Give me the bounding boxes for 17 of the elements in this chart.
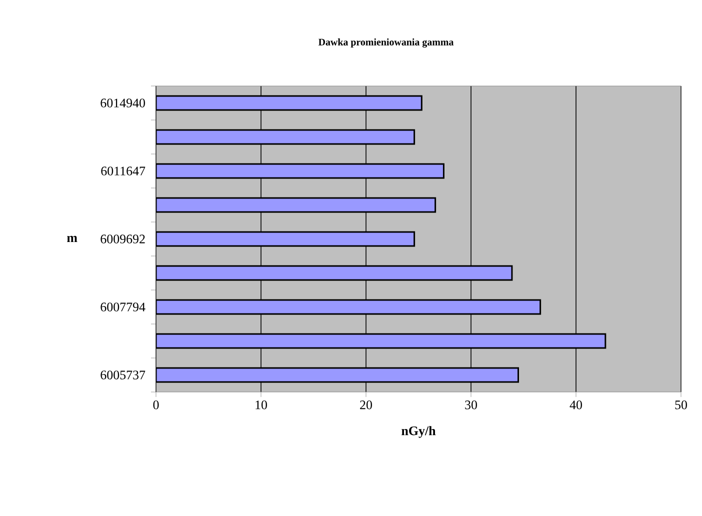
y-tick-label: 6011647	[101, 166, 146, 176]
x-tick-label: 40	[570, 400, 582, 410]
x-tick-label: 50	[675, 400, 687, 410]
bar	[156, 129, 416, 145]
y-tick-label: 6009692	[100, 234, 145, 244]
bar	[156, 95, 422, 111]
chart-title: Dawka promieniowania gamma	[318, 38, 454, 48]
x-tick-label: 10	[256, 400, 267, 410]
x-tick-label: 30	[465, 400, 477, 410]
x-tick-label: 0	[153, 400, 159, 410]
x-axis-title: nGy/h	[402, 426, 436, 438]
y-axis-title: m	[67, 236, 78, 242]
y-tick-label: 6005737	[100, 370, 146, 380]
x-tick-label: 20	[360, 400, 372, 410]
y-tick-label: 6014940	[100, 98, 145, 108]
y-tick-label: 6007794	[100, 302, 146, 312]
bar	[156, 163, 444, 179]
